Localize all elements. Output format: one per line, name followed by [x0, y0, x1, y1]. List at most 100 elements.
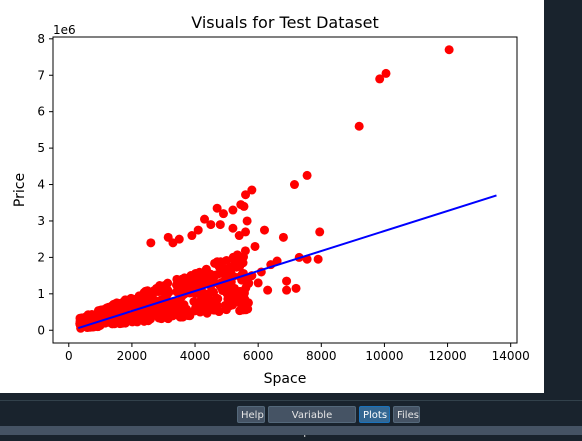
status-strip [0, 426, 582, 435]
data-point [222, 282, 232, 292]
data-point [241, 227, 251, 237]
data-point [214, 306, 224, 316]
scatter-chart: Visuals for Test Dataset 1e6 0 2000 4000 60… [12, 13, 530, 387]
x-tick-label: 10000 [365, 349, 403, 363]
data-point [239, 201, 249, 211]
data-point [173, 275, 183, 285]
data-point [206, 272, 216, 282]
data-point [200, 214, 210, 224]
data-point [231, 262, 241, 272]
y-tick-label: 5 [37, 141, 45, 155]
data-point [444, 45, 454, 55]
data-point [259, 225, 269, 235]
data-point [234, 287, 244, 297]
regression-line-layer [77, 194, 497, 330]
data-point [253, 278, 263, 288]
data-point [146, 238, 156, 248]
data-point [291, 283, 301, 293]
data-point [218, 209, 228, 219]
plot-canvas: Visuals for Test Dataset 1e6 0 2000 4000 60… [0, 0, 544, 393]
tab-plots[interactable]: Plots [359, 406, 390, 423]
data-point [237, 299, 247, 309]
y-tick-label: 0 [37, 323, 45, 337]
x-tick-label: 8000 [306, 349, 337, 363]
data-point [282, 285, 292, 295]
x-tick-label: 14000 [492, 349, 530, 363]
chart-title: Visuals for Test Dataset [191, 13, 379, 32]
data-point [201, 264, 211, 274]
data-point [95, 320, 105, 330]
data-point [115, 318, 125, 328]
points-layer [75, 45, 454, 333]
data-point [228, 205, 238, 215]
y-tick-label: 1 [37, 287, 45, 301]
data-point [144, 313, 154, 323]
data-point [186, 271, 196, 281]
y-offset-label: 1e6 [53, 23, 76, 37]
y-tick-label: 3 [37, 214, 45, 228]
data-point [250, 241, 260, 251]
y-tick-label: 7 [37, 68, 45, 82]
data-point [173, 284, 183, 294]
data-point [187, 231, 197, 241]
data-point [228, 223, 238, 233]
data-point [282, 276, 292, 286]
y-axis-label: Price [12, 173, 28, 207]
data-point [123, 316, 133, 326]
data-point [313, 254, 323, 264]
data-point [222, 255, 232, 265]
x-tick-label: 2000 [117, 349, 148, 363]
ticks-layer: 0 2000 4000 6000 8000 10000 12000 14000 0 1 2 3 4 5 6 7… [37, 32, 529, 363]
data-point [242, 276, 252, 286]
data-point [289, 180, 299, 190]
data-point [197, 279, 207, 289]
data-point [315, 227, 325, 237]
y-tick-label: 2 [37, 250, 45, 264]
data-point [381, 68, 391, 78]
data-point [240, 246, 250, 256]
x-tick-label: 6000 [243, 349, 274, 363]
data-point [206, 220, 216, 230]
data-point [213, 294, 223, 304]
y-tick-label: 4 [37, 178, 45, 192]
data-point [168, 238, 178, 248]
data-point [220, 269, 230, 279]
tab-variable-explorer[interactable]: Variable Explorer [268, 406, 356, 438]
data-point [214, 262, 224, 272]
tab-help[interactable]: Help [237, 406, 265, 423]
data-point [190, 306, 200, 316]
data-point [236, 254, 246, 264]
data-point [132, 317, 142, 327]
data-point [220, 300, 230, 310]
data-point [202, 308, 212, 318]
data-point [177, 312, 187, 322]
data-point [174, 303, 184, 313]
data-point [161, 307, 171, 317]
axes-frame [52, 36, 518, 344]
data-point [184, 278, 194, 288]
x-axis-label: Space [264, 371, 307, 387]
data-point [247, 185, 257, 195]
tab-files[interactable]: Files [393, 406, 420, 423]
data-point [193, 225, 203, 235]
data-point [302, 170, 312, 180]
data-point [108, 303, 118, 313]
y-tick-label: 8 [37, 32, 45, 46]
x-tick-label: 0 [65, 349, 73, 363]
data-point [98, 305, 108, 315]
panel-divider [0, 400, 582, 401]
pane-tab-bar: Help Variable Explorer Plots Files [0, 401, 582, 438]
panel-gutter [544, 0, 582, 400]
data-point [153, 286, 163, 296]
x-tick-label: 12000 [428, 349, 466, 363]
data-point [123, 297, 133, 307]
data-point [212, 203, 222, 213]
data-point [143, 294, 153, 304]
data-point [228, 252, 238, 262]
y-tick-label: 6 [37, 105, 45, 119]
data-point [375, 74, 385, 84]
data-point [278, 232, 288, 242]
data-point [163, 285, 173, 295]
x-tick-label: 4000 [180, 349, 211, 363]
data-point [354, 121, 364, 131]
